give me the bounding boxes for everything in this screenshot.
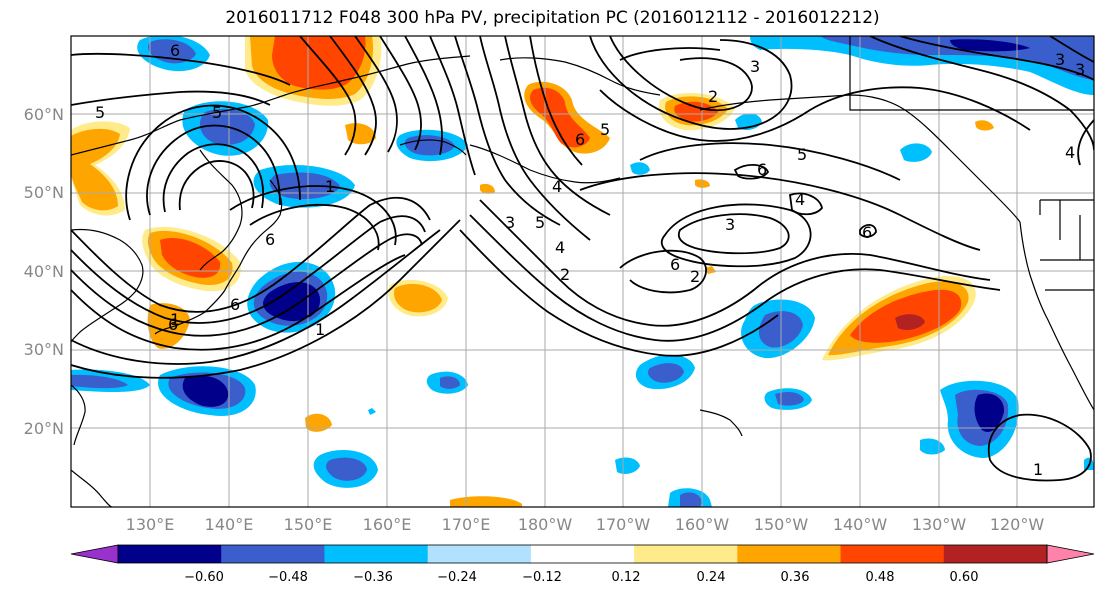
colorbar-tick: 0.12 <box>611 570 641 585</box>
colorbar-min-extension <box>70 544 119 564</box>
lon-label: 170°E <box>441 515 491 534</box>
lon-label: 180°W <box>517 515 573 534</box>
map-frame <box>70 35 1095 508</box>
colorbar-segment <box>324 545 429 563</box>
colorbar-tick: 0.48 <box>865 570 895 585</box>
lat-label: 40°N <box>23 262 64 281</box>
contour-label: 6 <box>170 41 180 60</box>
contour-label: 6 <box>575 130 585 149</box>
contour-label: 6 <box>757 160 767 179</box>
colorbar-tick: −0.48 <box>268 570 308 585</box>
contour-label: 5 <box>95 103 105 122</box>
contour-label: 5 <box>212 103 222 122</box>
lon-label: 130°E <box>125 515 175 534</box>
contour-label: 2 <box>690 267 700 286</box>
pv-contours <box>71 36 1094 482</box>
contour-label: 6 <box>862 223 872 242</box>
colorbar-outline <box>117 544 1048 564</box>
colorbar-tick: −0.36 <box>353 570 393 585</box>
lat-label: 30°N <box>23 340 64 359</box>
colorbar-segment <box>737 545 842 563</box>
lon-label: 170°W <box>595 515 651 534</box>
contour-label: 5 <box>600 120 610 139</box>
lat-label: 20°N <box>23 419 64 438</box>
lon-label: 150°E <box>283 515 333 534</box>
colorbar-segment <box>530 545 635 563</box>
contour-label: 2 <box>560 265 570 284</box>
contour-label: 6 <box>265 230 275 249</box>
colorbar-segment <box>221 545 325 563</box>
contour-label: 5 <box>797 145 807 164</box>
colorbar-tick: 0.60 <box>949 570 979 585</box>
colorbar-tick: 0.36 <box>780 570 810 585</box>
lon-label: 130°W <box>911 515 967 534</box>
lon-label: 160°E <box>362 515 412 534</box>
contour-label: 6 <box>230 295 240 314</box>
colorbar-tick: −0.60 <box>184 570 224 585</box>
contour-label: 3 <box>505 213 515 232</box>
contour-label: 1 <box>325 177 335 196</box>
contour-label: 3 <box>1055 50 1065 69</box>
contour-label: 3 <box>1075 60 1085 79</box>
contour-labels: 6 5 1 6 6 6 3 2 5 4 5 3 3 2 1 5 4 5 6 4 … <box>95 41 1085 479</box>
contour-label: 6 <box>670 255 680 274</box>
contour-label: 3 <box>725 215 735 234</box>
contour-label: 1 <box>1033 460 1043 479</box>
contour-label: 1 <box>170 310 180 329</box>
contour-label: 6 <box>168 315 178 334</box>
colorbar-max-extension <box>1046 544 1095 564</box>
colorbar-segment <box>634 545 738 563</box>
contour-label: 4 <box>552 177 562 196</box>
contour-label: 4 <box>795 190 805 209</box>
lat-label: 50°N <box>23 183 64 202</box>
contour-label: 1 <box>315 320 325 339</box>
lon-label: 150°W <box>753 515 809 534</box>
coastlines <box>71 36 1094 507</box>
colorbar-segment <box>840 545 945 563</box>
contour-label: 2 <box>708 87 718 106</box>
colorbar-segment <box>118 545 222 563</box>
contour-label: 5 <box>535 213 545 232</box>
contour-label: 3 <box>750 57 760 76</box>
colorbar-tick: −0.24 <box>437 570 477 585</box>
contour-label: 4 <box>1065 143 1075 162</box>
colorbar-segments <box>118 545 1048 563</box>
colorbar-segment <box>943 545 1048 563</box>
lon-label: 160°W <box>674 515 730 534</box>
lon-label: 120°W <box>989 515 1045 534</box>
lon-label: 140°E <box>204 515 254 534</box>
map-title: 2016011712 F048 300 hPa PV, precipitatio… <box>225 8 880 28</box>
lon-label: 140°W <box>832 515 888 534</box>
lat-label: 60°N <box>23 105 64 124</box>
colorbar-tick: 0.24 <box>696 570 726 585</box>
contour-label: 4 <box>555 238 565 257</box>
colorbar-tick: −0.12 <box>522 570 562 585</box>
colorbar-segment <box>427 545 532 563</box>
